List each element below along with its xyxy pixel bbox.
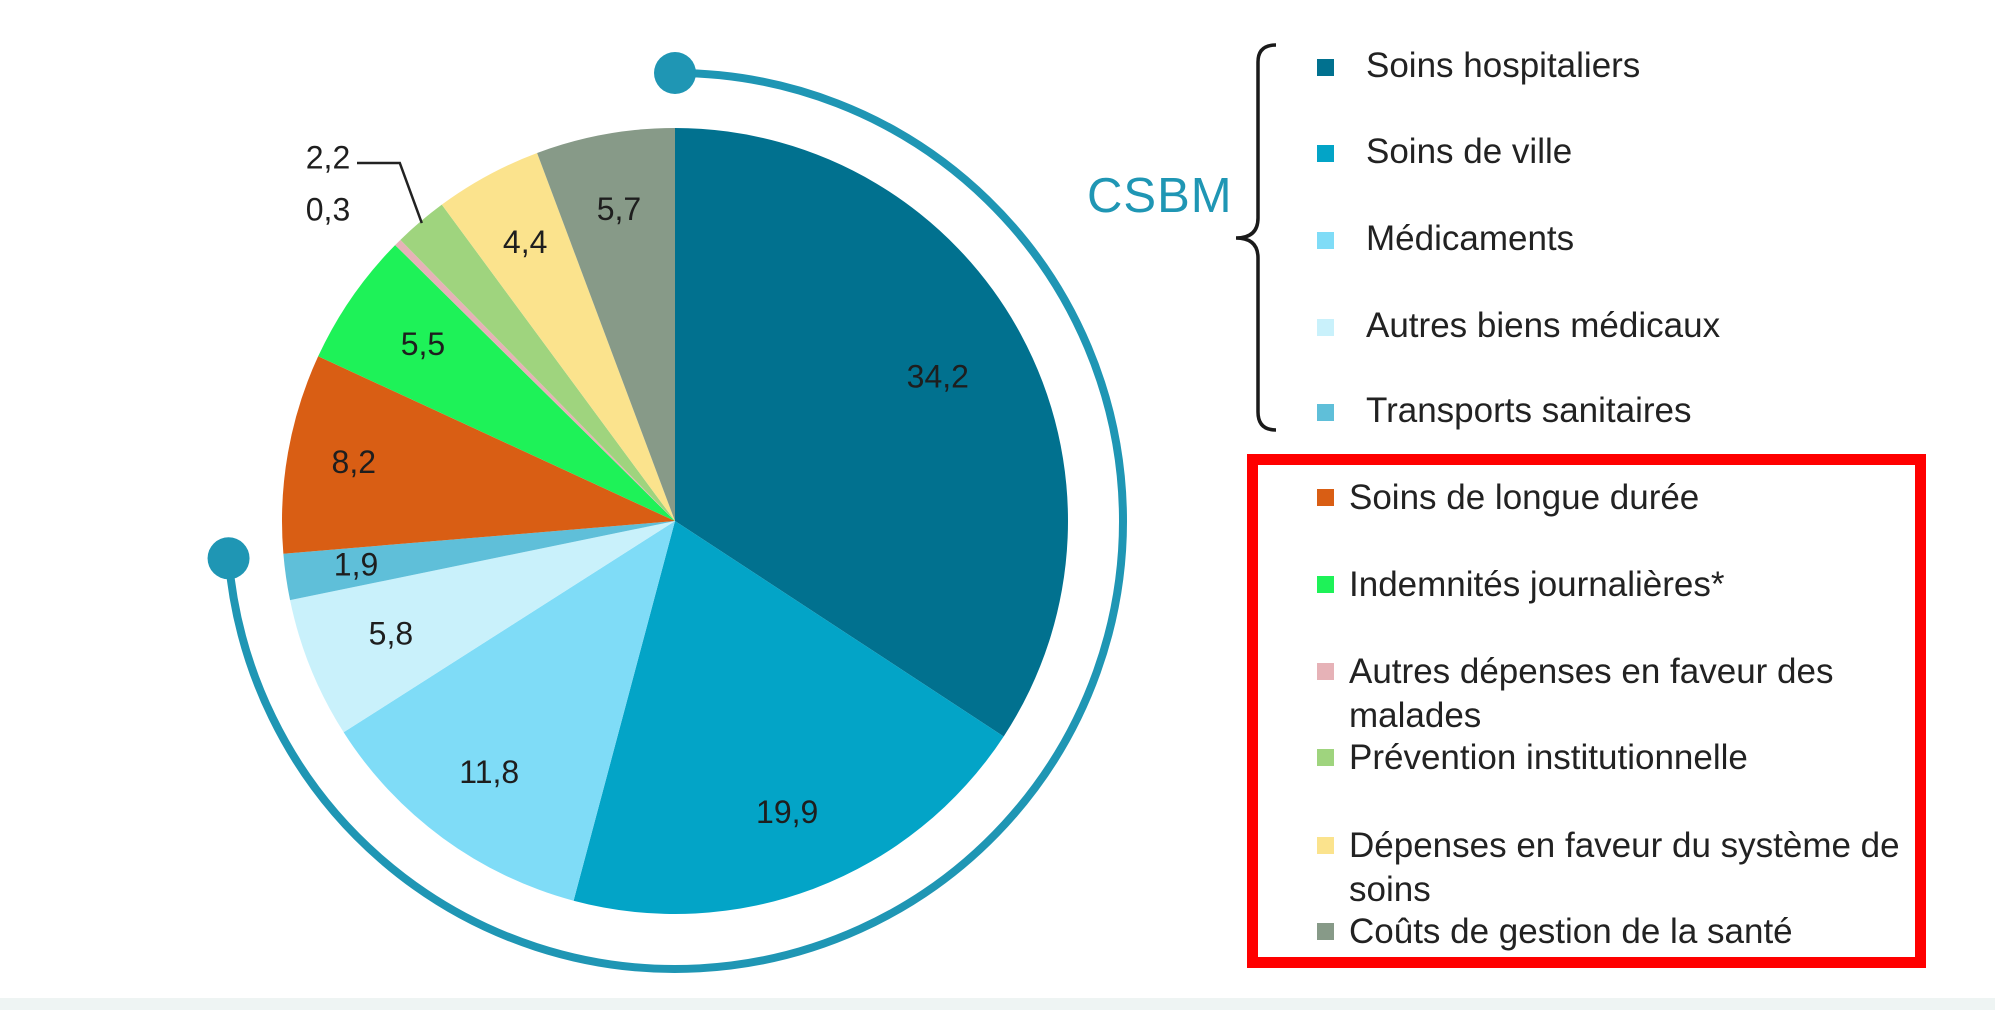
legend-label: Soins de ville [1366, 132, 1573, 171]
legend-label: Médicaments [1366, 219, 1575, 258]
pie-slice-11 [537, 128, 675, 521]
pie-slice-6 [281, 356, 675, 554]
pie-slices [281, 128, 1068, 915]
pie-value-label-10: 4,4 [503, 224, 547, 260]
pie-value-label-6: 8,2 [332, 444, 376, 480]
pie-value-label-1: 34,2 [907, 358, 969, 394]
pie-slice-1 [675, 128, 1068, 737]
csbm-brace [1235, 43, 1277, 432]
legend-swatch [1317, 145, 1334, 162]
legend-swatch [1317, 59, 1334, 76]
pie-slice-8 [395, 239, 675, 521]
pie-value-label-7: 5,5 [401, 326, 445, 362]
csbm-arc-end-dot [207, 537, 250, 580]
legend-label: Transports sanitaires [1366, 391, 1692, 430]
legend-label: Coûts de gestion de la santé [1349, 912, 1793, 951]
legend-label: Prévention institutionnelle [1349, 738, 1748, 777]
legend-label: Soins de longue durée [1349, 478, 1700, 517]
csbm-arc-line [224, 69, 1127, 973]
legend-label: Autres dépenses en faveur des [1349, 652, 1834, 691]
csbm-bracket [1235, 43, 1277, 432]
pie-slice-5 [283, 521, 675, 601]
legend-swatch [1317, 489, 1334, 506]
legend-swatch [1317, 319, 1334, 336]
pie-slice-10 [441, 152, 675, 522]
pie-value-label-8: 0,3 [306, 191, 350, 227]
legend-label: soins [1349, 870, 1431, 909]
pie-value-label-2: 19,9 [756, 794, 818, 830]
pie-slice-4 [290, 521, 675, 733]
legend-label: Soins hospitaliers [1366, 46, 1641, 85]
pie-value-labels: 34,2 19,9 11,8 5,8 1,9 8,2 5,5 0,3 2,2 4,4 5,7 [306, 139, 969, 830]
leader-line [357, 161, 423, 224]
bottom-strip [0, 998, 1995, 1010]
highlight-box [1247, 454, 1926, 968]
pie-slice-3 [343, 521, 675, 901]
pie-value-label-9: 2,2 [306, 139, 350, 175]
legend-swatch [1317, 232, 1334, 249]
legend-swatch [1317, 749, 1334, 766]
legend-label: malades [1349, 696, 1482, 735]
pie-slice-7 [318, 245, 675, 521]
pie-value-label-5: 1,9 [334, 546, 378, 582]
pie-slice-2 [573, 521, 1004, 915]
legend-label: Dépenses en faveur du système de [1349, 826, 1900, 865]
pie-value-label-4: 5,8 [369, 616, 413, 652]
csbm-group-label: CSBM [1087, 169, 1233, 223]
pie-value-label-3: 11,8 [459, 754, 519, 790]
csbm-arc-start-dot [654, 52, 696, 94]
pie-slice-9 [400, 204, 675, 522]
csbm-arc [207, 52, 1127, 973]
legend-label: Indemnités journalières* [1349, 565, 1725, 604]
legend-swatch [1317, 923, 1334, 940]
legend-swatch [1317, 837, 1334, 854]
legend-label: Autres biens médicaux [1366, 306, 1721, 345]
legend-swatch [1317, 404, 1334, 421]
legend-swatch [1317, 663, 1334, 680]
pie-value-label-11: 5,7 [597, 191, 641, 227]
legend-swatch [1317, 576, 1334, 593]
